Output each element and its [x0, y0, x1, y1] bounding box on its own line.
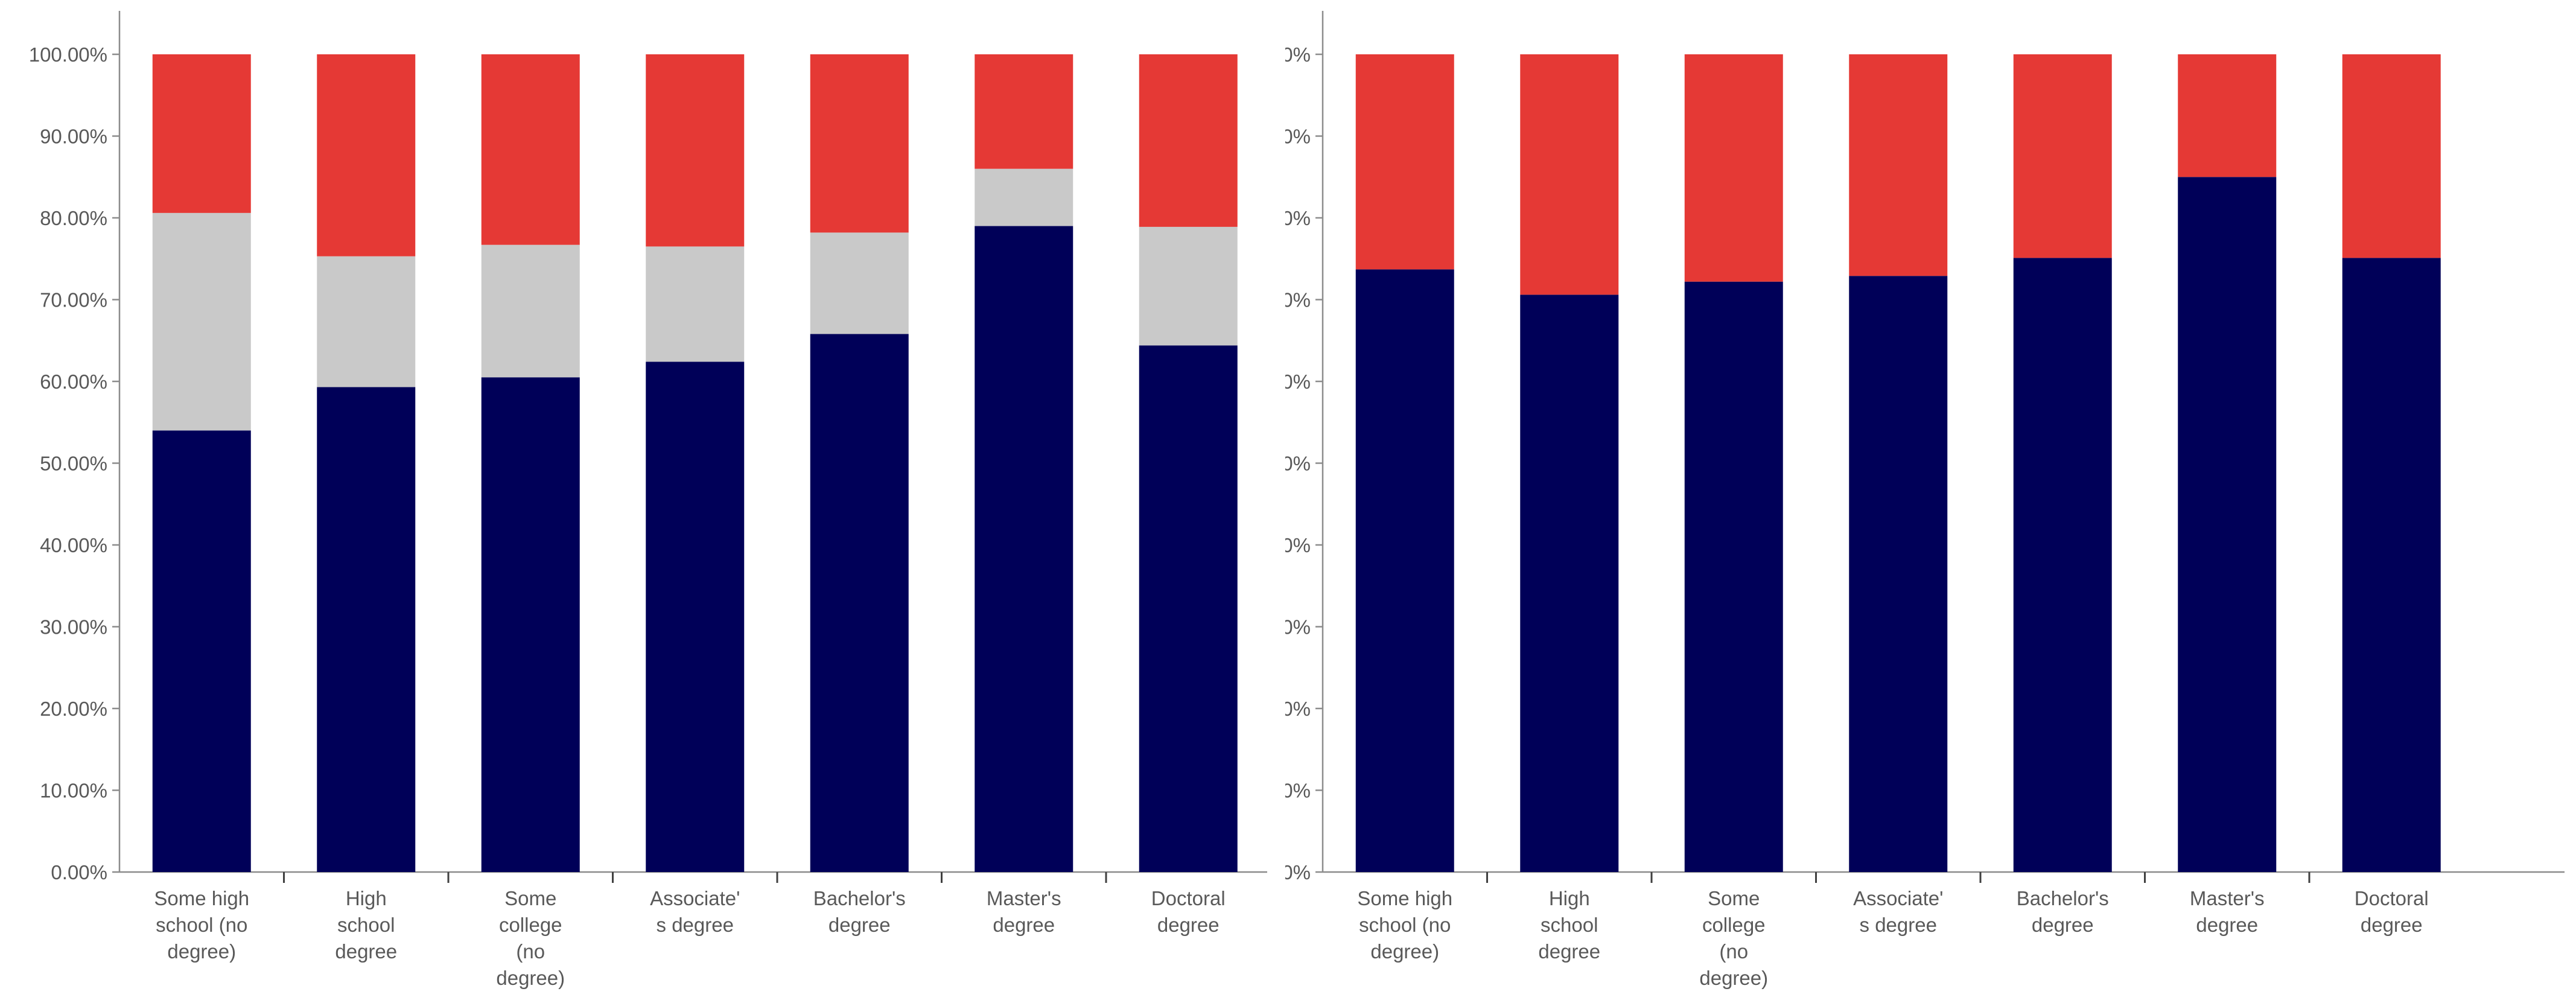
x-category-label-associate-s-degree: Associate' s degree — [650, 887, 740, 936]
bar-segment-navy-segment-high-school-degree — [317, 387, 416, 872]
bar-segment-gray-segment-doctoral-degree — [1139, 226, 1238, 346]
y-tick-label-80-00: 80.00% — [40, 207, 107, 229]
x-category-label-high-school-degree: High school degree — [1538, 887, 1600, 963]
x-category-label-some-college-no-degree: Some college (no degree) — [496, 887, 565, 989]
y-tick-label-20-00: 20.00% — [1285, 698, 1311, 720]
bar-segment-gray-segment-master-s-degree — [975, 168, 1073, 226]
x-category-label-some-college-no-degree: Some college (no degree) — [1699, 887, 1768, 989]
stacked-bar-chart-right: 0.00% 10.00% 20.00% 30.00% 40.00% 50.00% 60.00… — [1285, 11, 2565, 989]
bar-segment-red-segment-some-college-no-degree — [481, 54, 580, 245]
stacked-bar-chart-left: 0.00% 10.00% 20.00% 30.00% 40.00% 50.00% 60.00… — [29, 11, 1267, 989]
bar-segment-red-segment-associate-s-degree — [1849, 54, 1948, 276]
bar-segment-navy-segment-associate-s-degree — [646, 361, 745, 872]
bar-segment-navy-segment-master-s-degree — [2178, 177, 2277, 872]
y-tick-label-40-00: 40.00% — [40, 534, 107, 556]
bar-segment-red-segment-master-s-degree — [975, 54, 1073, 169]
x-category-label-high-school-degree: High school degree — [335, 887, 397, 963]
y-tick-label-40-00: 40.00% — [1285, 534, 1311, 556]
y-tick-label-0-00: 0.00% — [51, 861, 107, 883]
bar-segment-red-segment-master-s-degree — [2178, 54, 2277, 177]
x-category-label-bachelor-s-degree: Bachelor's degree — [813, 887, 906, 936]
y-tick-label-80-00: 80.00% — [1285, 207, 1311, 229]
bar-segment-navy-segment-some-college-no-degree — [1684, 281, 1783, 872]
x-category-label-some-high-school-no-degree: Some high school (no degree) — [154, 887, 249, 963]
bar-segment-navy-segment-bachelor-s-degree — [810, 334, 909, 872]
bar-segment-red-segment-bachelor-s-degree — [2013, 54, 2112, 258]
y-tick-label-60-00: 60.00% — [1285, 371, 1311, 393]
bar-segment-red-segment-doctoral-degree — [1139, 54, 1238, 227]
bar-segment-navy-segment-some-college-no-degree — [481, 377, 580, 872]
bar-segment-gray-segment-associate-s-degree — [646, 246, 745, 362]
y-tick-label-100-00: 100.00% — [1285, 43, 1311, 66]
bar-segment-red-segment-bachelor-s-degree — [810, 54, 909, 233]
bar-segment-navy-segment-master-s-degree — [975, 226, 1073, 872]
bar-segment-navy-segment-associate-s-degree — [1849, 276, 1948, 873]
bar-segment-red-segment-high-school-degree — [1520, 54, 1619, 295]
bar-segment-gray-segment-some-college-no-degree — [481, 244, 580, 378]
y-tick-label-90-00: 90.00% — [40, 126, 107, 148]
y-tick-label-60-00: 60.00% — [40, 371, 107, 393]
y-tick-label-10-00: 10.00% — [40, 780, 107, 802]
y-tick-label-20-00: 20.00% — [40, 698, 107, 720]
y-tick-label-30-00: 30.00% — [1285, 616, 1311, 638]
y-tick-label-0-00: 0.00% — [1285, 861, 1311, 883]
bar-segment-red-segment-associate-s-degree — [646, 54, 745, 247]
bar-segment-red-segment-high-school-degree — [317, 54, 416, 256]
y-tick-label-50-00: 50.00% — [1285, 453, 1311, 475]
y-tick-label-70-00: 70.00% — [40, 289, 107, 311]
y-tick-label-10-00: 10.00% — [1285, 780, 1311, 802]
bar-segment-gray-segment-some-high-school-no-degree — [152, 212, 251, 431]
bar-segment-red-segment-doctoral-degree — [2342, 54, 2441, 258]
y-tick-label-50-00: 50.00% — [40, 453, 107, 475]
bar-segment-gray-segment-high-school-degree — [317, 256, 416, 387]
y-tick-label-70-00: 70.00% — [1285, 289, 1311, 311]
bar-segment-gray-segment-bachelor-s-degree — [810, 232, 909, 334]
bar-segment-red-segment-some-high-school-no-degree — [1355, 54, 1454, 270]
y-tick-label-30-00: 30.00% — [40, 616, 107, 638]
bar-segment-navy-segment-high-school-degree — [1520, 294, 1619, 872]
x-category-label-master-s-degree: Master's degree — [987, 887, 1061, 936]
x-category-label-bachelor-s-degree: Bachelor's degree — [2017, 887, 2109, 936]
x-category-label-associate-s-degree: Associate' s degree — [1853, 887, 1943, 936]
bar-segment-red-segment-some-college-no-degree — [1684, 54, 1783, 282]
y-tick-label-90-00: 90.00% — [1285, 126, 1311, 148]
bar-segment-navy-segment-some-high-school-no-degree — [152, 430, 251, 872]
bar-segment-red-segment-some-high-school-no-degree — [152, 54, 251, 213]
x-category-label-master-s-degree: Master's degree — [2190, 887, 2265, 936]
y-tick-label-100-00: 100.00% — [29, 43, 107, 66]
bar-segment-navy-segment-some-high-school-no-degree — [1355, 269, 1454, 872]
x-category-label-doctoral-degree: Doctoral degree — [1151, 887, 1226, 936]
bar-segment-navy-segment-doctoral-degree — [1139, 345, 1238, 872]
x-category-label-doctoral-degree: Doctoral degree — [2355, 887, 2429, 936]
bar-segment-navy-segment-bachelor-s-degree — [2013, 258, 2112, 872]
x-category-label-some-high-school-no-degree: Some high school (no degree) — [1357, 887, 1452, 963]
bar-segment-navy-segment-doctoral-degree — [2342, 258, 2441, 872]
